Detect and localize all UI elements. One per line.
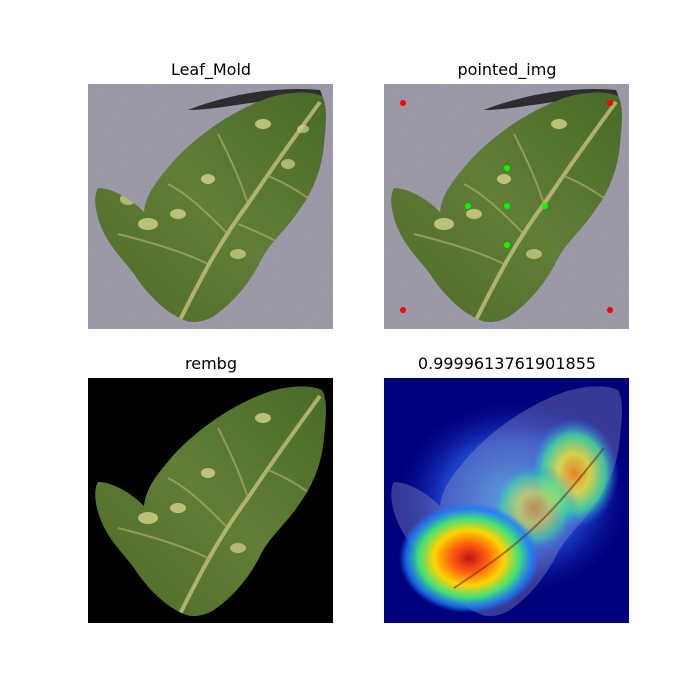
- red-point-top-right: [607, 100, 613, 106]
- green-point-bottom: [504, 242, 510, 248]
- red-point-bottom-right: [607, 307, 613, 313]
- panel-title-rembg: rembg: [185, 354, 237, 373]
- red-point-bottom-left: [400, 307, 406, 313]
- leaf-image-rembg: [88, 378, 333, 623]
- panel-title-pointed: pointed_img: [457, 60, 557, 79]
- panel-title-original: Leaf_Mold: [170, 60, 252, 79]
- leaf-heatmap: [384, 378, 629, 623]
- leaf-image-pointed: [384, 84, 629, 329]
- red-point-top-left: [400, 100, 406, 106]
- green-point-right: [542, 203, 548, 209]
- green-point-center: [504, 203, 510, 209]
- green-point-left: [465, 203, 471, 209]
- leaf-image-original: [88, 84, 333, 329]
- panel-title-score: 0.9999613761901855: [417, 354, 597, 373]
- green-point-top: [504, 165, 510, 171]
